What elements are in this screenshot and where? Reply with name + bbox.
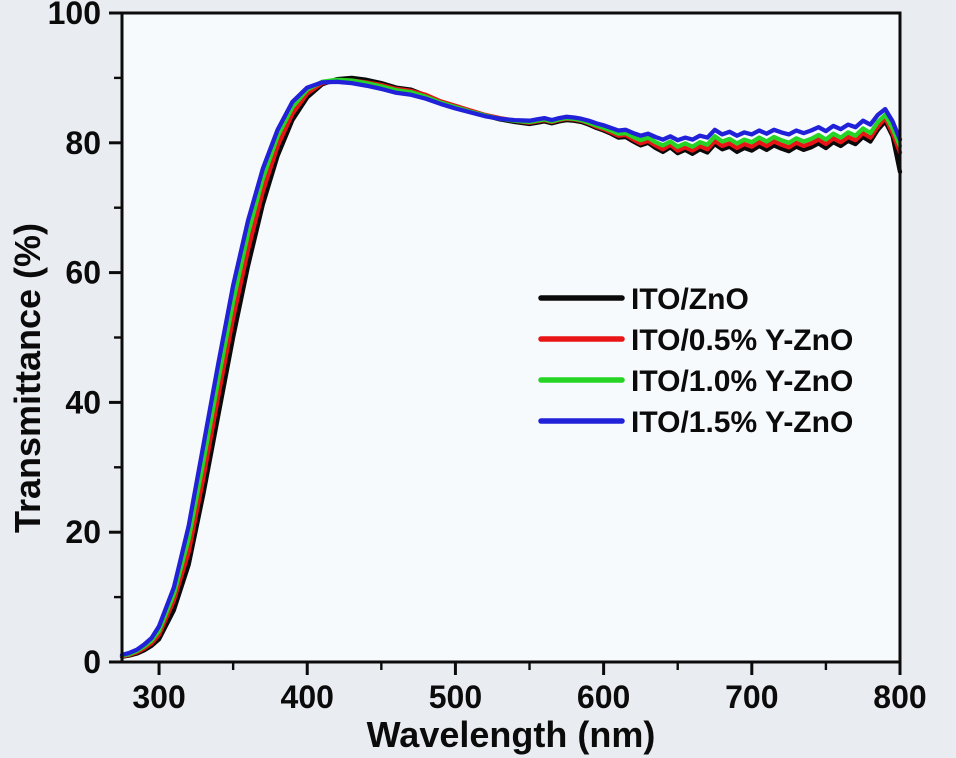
y-tick-label: 20 <box>65 514 101 550</box>
y-tick-label: 100 <box>48 0 101 31</box>
legend: ITO/ZnO ITO/0.5% Y-ZnO ITO/1.0% Y-ZnO ITO/1… <box>538 283 853 439</box>
y-tick-label: 80 <box>65 125 101 161</box>
x-tick-label: 800 <box>873 679 926 715</box>
axes-frame <box>120 11 902 664</box>
curve-3 <box>119 79 903 658</box>
x-tick-label: 500 <box>429 679 482 715</box>
legend-label-0: ITO/ZnO <box>631 283 749 316</box>
curve-2 <box>119 77 903 658</box>
x-tick-label: 600 <box>577 679 630 715</box>
x-tick-label: 300 <box>132 679 185 715</box>
x-axis-title: Wavelength (nm) <box>367 714 656 755</box>
y-axis-title: Transmittance (%) <box>7 223 48 533</box>
y-tick-label: 0 <box>83 644 101 680</box>
spectra-curves <box>119 75 903 659</box>
y-tick-label: 40 <box>65 384 101 420</box>
x-tick-label: 700 <box>725 679 778 715</box>
y-tick-label: 60 <box>65 255 101 291</box>
major-ticks <box>109 11 902 675</box>
legend-label-1: ITO/0.5% Y-ZnO <box>631 324 853 357</box>
x-tick-label: 400 <box>281 679 334 715</box>
legend-label-2: ITO/1.0% Y-ZnO <box>631 365 853 398</box>
tick-labels: 300 400 500 600 700 800 0 20 40 60 80 100 <box>48 0 927 715</box>
legend-label-3: ITO/1.5% Y-ZnO <box>631 406 853 439</box>
